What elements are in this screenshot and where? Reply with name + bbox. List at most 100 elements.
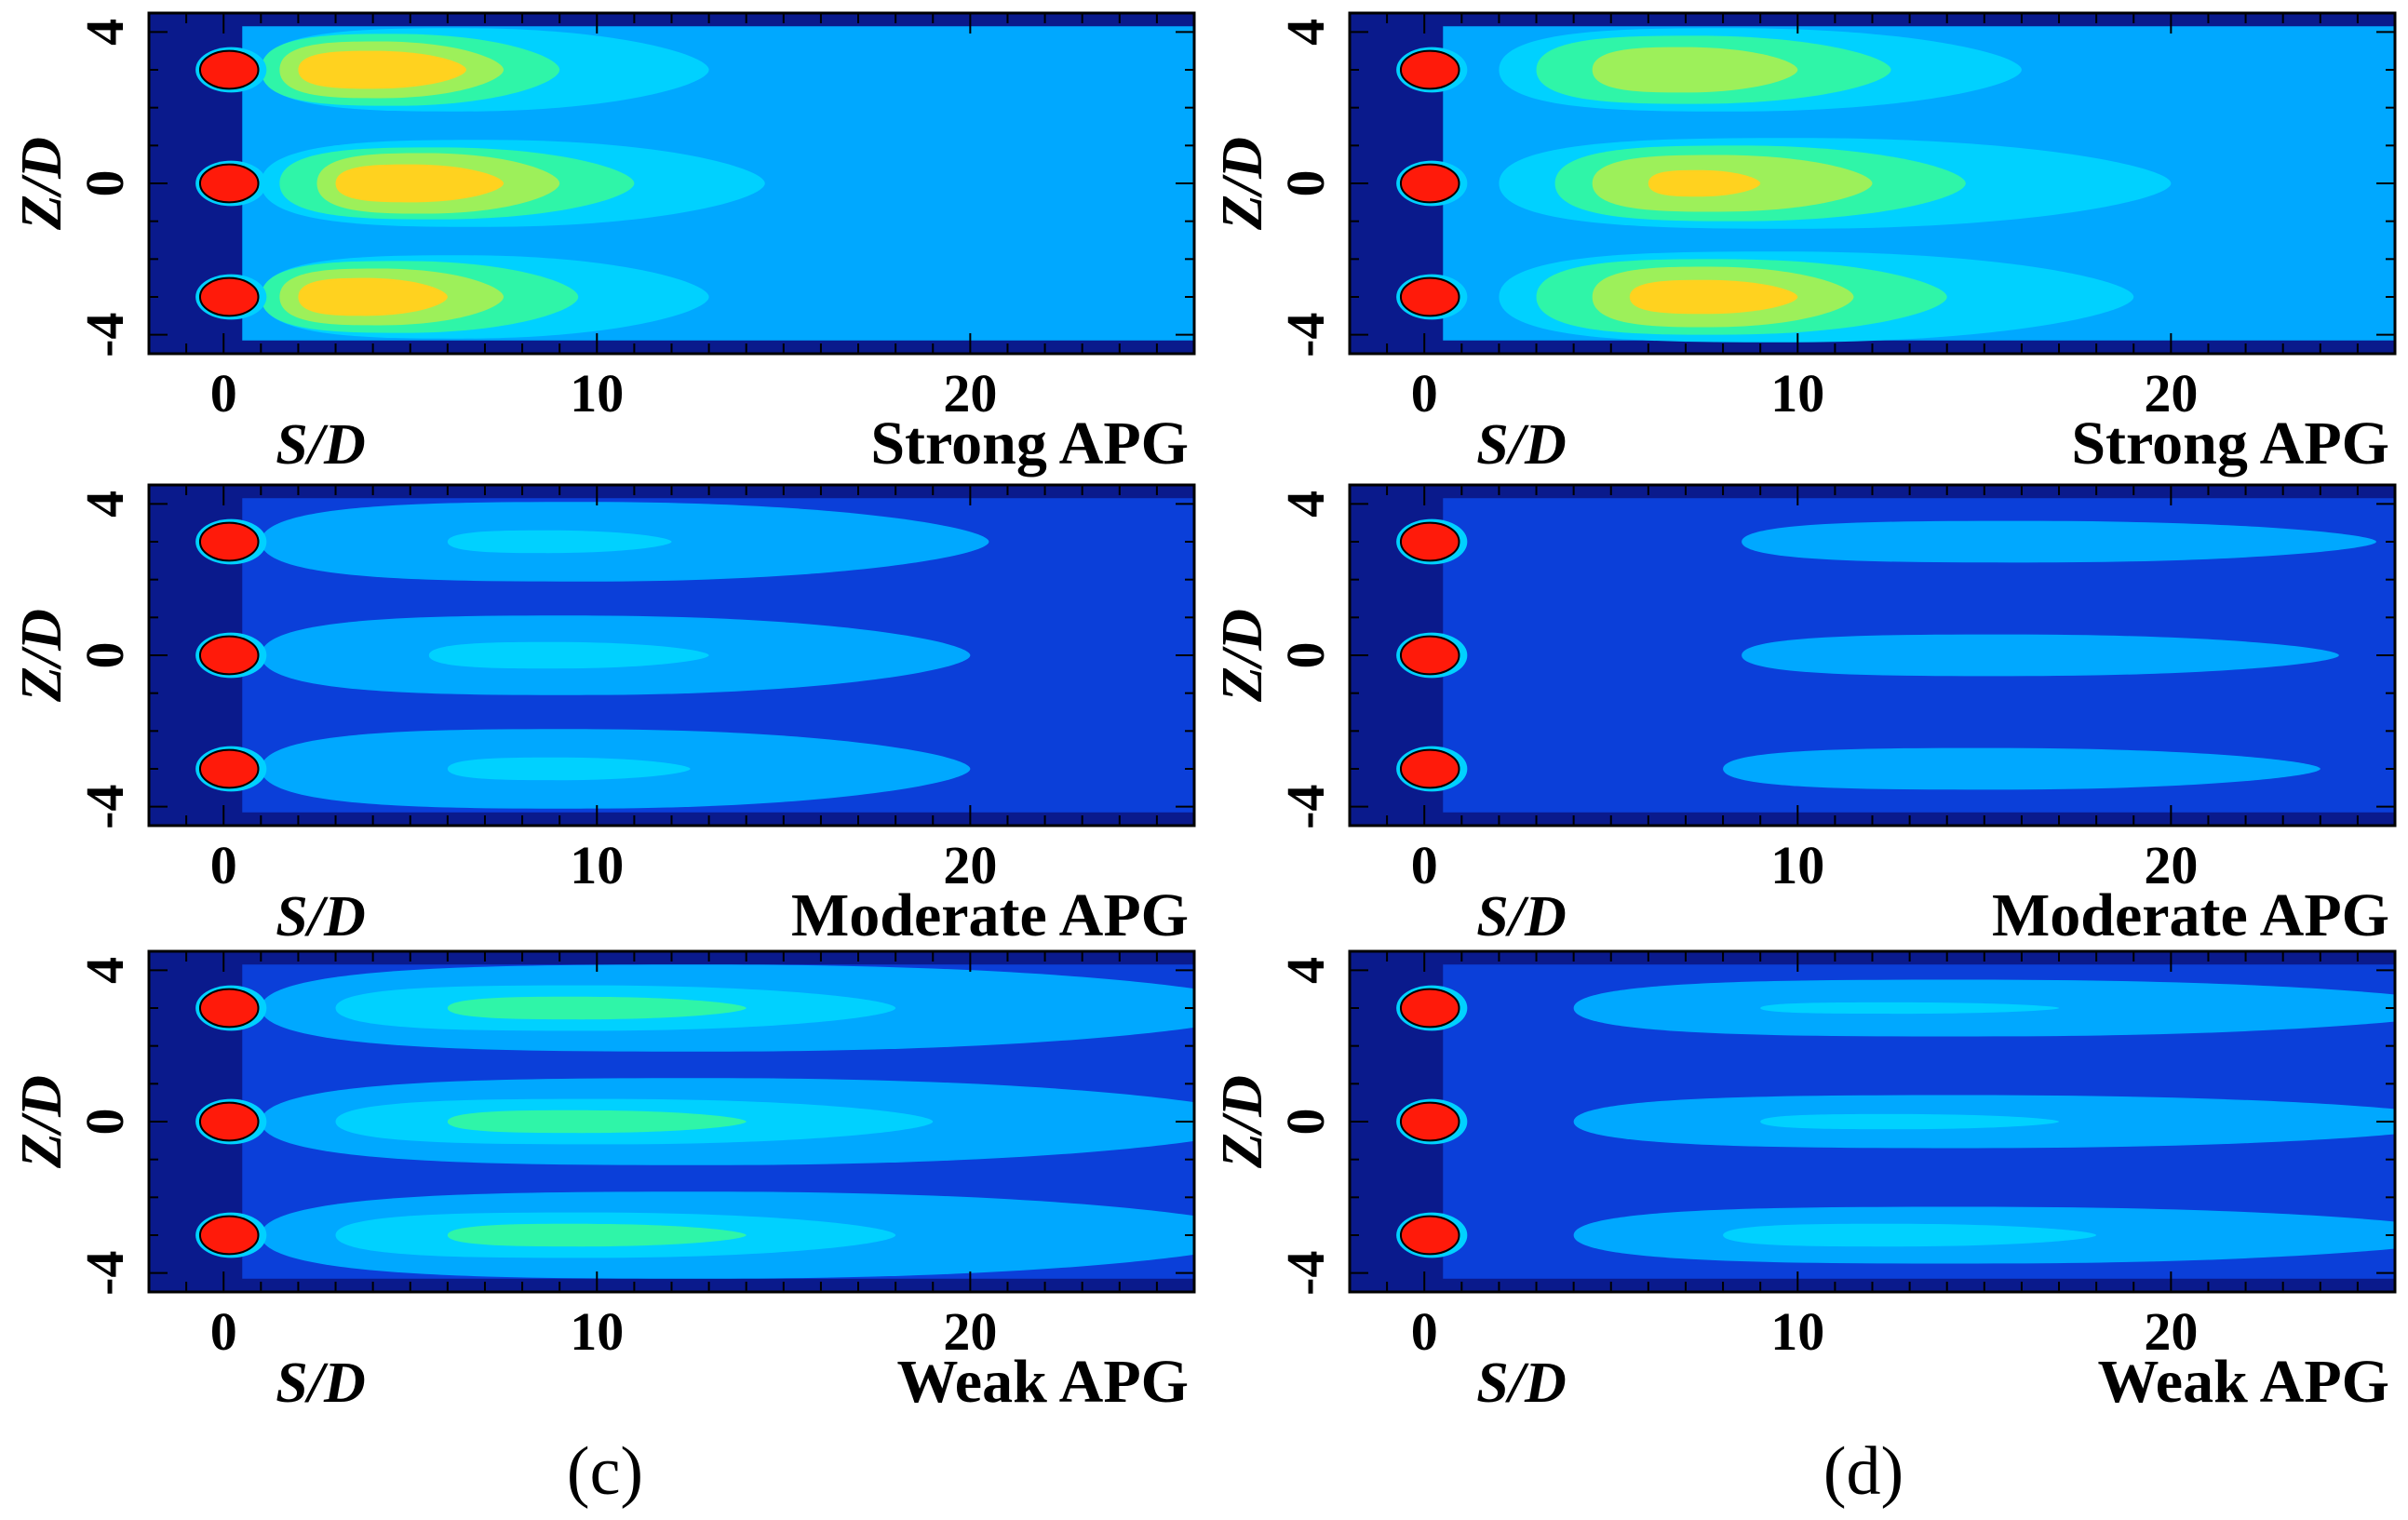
panel-4-plume-level-2 bbox=[1742, 520, 2376, 563]
panel-2-plume-level-5 bbox=[1592, 47, 1798, 93]
panel-6-y-tick-label: -4 bbox=[1275, 1251, 1336, 1296]
panel-3-x-ticks bbox=[148, 485, 1195, 826]
panel-1-x-axis-title: S/D bbox=[276, 413, 365, 477]
panel-3-x-tick-label: 10 bbox=[570, 835, 624, 895]
panel-2-y-axis-title: Z/D bbox=[1211, 137, 1274, 231]
panel-4-cooling-hole bbox=[1399, 635, 1460, 676]
panel-5-x-axis-title: S/D bbox=[276, 1352, 365, 1415]
panel-3-x-tick-label: 0 bbox=[210, 835, 237, 895]
panel-4-x-ticks bbox=[1349, 485, 2396, 826]
panel-3-y-tick-label: 4 bbox=[74, 491, 135, 518]
panel-5-plume-level-4 bbox=[447, 996, 747, 1020]
panel-5-plume-level-4 bbox=[447, 1223, 747, 1247]
panel-6-y-axis-title: Z/D bbox=[1211, 1075, 1274, 1169]
panel-3: 0 10 20 4 0 -4 S/D Z/D Moderate APG bbox=[10, 483, 1196, 949]
panel-6-x-axis-title: S/D bbox=[1476, 1352, 1566, 1415]
panel-4-y-tick-label: 4 bbox=[1275, 491, 1336, 518]
panel-4-field bbox=[1350, 485, 2395, 826]
panel-1-field bbox=[149, 13, 1194, 354]
panel-4-cooling-hole bbox=[1399, 521, 1460, 562]
panel-1-y-tick-label: -4 bbox=[74, 313, 135, 357]
panel-3-plume-level-3 bbox=[428, 641, 709, 669]
panel-1-y-tick-label: 4 bbox=[74, 19, 135, 46]
panel-4-x-tick-label: 0 bbox=[1411, 835, 1438, 895]
panel-2-x-tick-label: 20 bbox=[2144, 363, 2198, 424]
panel-4-y-axis-title: Z/D bbox=[1211, 609, 1274, 703]
panel-1-x-ticks bbox=[148, 13, 1195, 354]
panel-2-plume-level-6 bbox=[1648, 169, 1761, 197]
panel-6-plume-level-3 bbox=[1760, 1113, 2060, 1130]
panel-6-case-label: Weak APG bbox=[2097, 1348, 2389, 1416]
panel-3-y-tick-label: -4 bbox=[74, 785, 135, 829]
panel-1-cooling-hole bbox=[198, 163, 260, 204]
panel-4-x-axis-title: S/D bbox=[1476, 885, 1566, 948]
panel-4-y-ticks bbox=[1350, 503, 2395, 808]
panel-5: 0 10 20 4 0 -4 S/D Z/D Weak APG bbox=[10, 949, 1196, 1416]
panel-5-y-tick-label: -4 bbox=[74, 1251, 135, 1296]
panel-5-case-label: Weak APG bbox=[896, 1348, 1189, 1416]
panel-4-x-tick-label: 10 bbox=[1770, 835, 1824, 895]
panel-1-plume-level-6 bbox=[298, 50, 466, 89]
panel-3-plume-level-3 bbox=[447, 757, 691, 781]
panel-1: 0 10 20 4 0 -4 S/D Z/D Strong APG bbox=[10, 11, 1196, 478]
panel-3-case-label: Moderate APG bbox=[791, 881, 1189, 949]
contour-panels: 0 10 20 4 0 -4 S/D Z/D Strong APG 0 10 20 4 0 -4 S/D Z/D… bbox=[10, 11, 2397, 1416]
panel-1-y-axis-title: Z/D bbox=[10, 137, 74, 231]
panel-6-y-tick-label: 0 bbox=[1275, 1109, 1336, 1136]
panel-4-plume-level-2 bbox=[1742, 634, 2339, 677]
panel-4-case-label: Moderate APG bbox=[1992, 881, 2389, 949]
panel-2: 0 10 20 4 0 -4 S/D Z/D Strong APG bbox=[1211, 11, 2397, 478]
panel-1-x-tick-label: 0 bbox=[210, 363, 237, 424]
panel-3-y-axis-title: Z/D bbox=[10, 609, 74, 703]
panel-2-y-ticks bbox=[1350, 31, 2395, 336]
panel-2-cooling-hole bbox=[1399, 276, 1460, 317]
panel-1-y-tick-label: 0 bbox=[74, 170, 135, 197]
panel-3-cooling-hole bbox=[198, 635, 260, 676]
panel-5-cooling-hole bbox=[198, 1101, 260, 1142]
panel-1-plume-level-6 bbox=[335, 164, 504, 203]
panel-6-plume-level-3 bbox=[1723, 1223, 2097, 1247]
panel-3-field bbox=[149, 485, 1194, 826]
panel-5-y-tick-label: 4 bbox=[74, 957, 135, 984]
panel-5-y-tick-label: 0 bbox=[74, 1109, 135, 1136]
panel-6-x-tick-label: 20 bbox=[2144, 1301, 2198, 1362]
panel-6-cooling-hole bbox=[1399, 1101, 1460, 1142]
panel-4: 0 10 20 4 0 -4 S/D Z/D Moderate APG bbox=[1211, 483, 2397, 949]
panel-2-y-tick-label: 4 bbox=[1275, 19, 1336, 46]
panel-2-x-tick-label: 10 bbox=[1770, 363, 1824, 424]
panel-3-plume-level-3 bbox=[447, 530, 672, 554]
panel-6-cooling-hole bbox=[1399, 1215, 1460, 1256]
panel-5-x-tick-label: 10 bbox=[570, 1301, 624, 1362]
panel-4-cooling-hole bbox=[1399, 748, 1460, 789]
panel-3-y-tick-label: 0 bbox=[74, 642, 135, 669]
panel-3-y-ticks bbox=[149, 503, 1194, 808]
panel-1-x-tick-label: 10 bbox=[570, 363, 624, 424]
panel-6: 0 10 20 4 0 -4 S/D Z/D Weak APG bbox=[1211, 949, 2397, 1416]
panel-5-x-tick-label: 0 bbox=[210, 1301, 237, 1362]
panel-2-field bbox=[1350, 13, 2395, 354]
subfigure-label-c: (c) bbox=[567, 1433, 643, 1510]
panel-6-x-tick-label: 10 bbox=[1770, 1301, 1824, 1362]
panel-5-cooling-hole bbox=[198, 1215, 260, 1256]
panel-6-cooling-hole bbox=[1399, 988, 1460, 1029]
panel-1-y-ticks bbox=[149, 31, 1194, 336]
panel-5-plume-level-4 bbox=[447, 1110, 747, 1134]
panel-2-plume-level-6 bbox=[1629, 279, 1798, 315]
panel-1-plume-level-6 bbox=[298, 277, 448, 316]
panel-1-cooling-hole bbox=[198, 49, 260, 90]
panel-3-x-tick-label: 20 bbox=[943, 835, 997, 895]
panel-2-x-ticks bbox=[1349, 13, 2396, 354]
panel-4-x-tick-label: 20 bbox=[2144, 835, 2198, 895]
panel-2-cooling-hole bbox=[1399, 49, 1460, 90]
panel-5-cooling-hole bbox=[198, 988, 260, 1029]
panel-3-x-axis-title: S/D bbox=[276, 885, 365, 948]
panel-1-x-tick-label: 20 bbox=[943, 363, 997, 424]
subfigure-label-d: (d) bbox=[1823, 1433, 1904, 1510]
panel-2-x-tick-label: 0 bbox=[1411, 363, 1438, 424]
panel-5-field bbox=[149, 951, 1194, 1292]
panel-1-cooling-hole bbox=[198, 276, 260, 317]
panel-4-y-tick-label: 0 bbox=[1275, 642, 1336, 669]
panel-6-y-tick-label: 4 bbox=[1275, 957, 1336, 984]
panel-6-x-ticks bbox=[1349, 951, 2396, 1292]
